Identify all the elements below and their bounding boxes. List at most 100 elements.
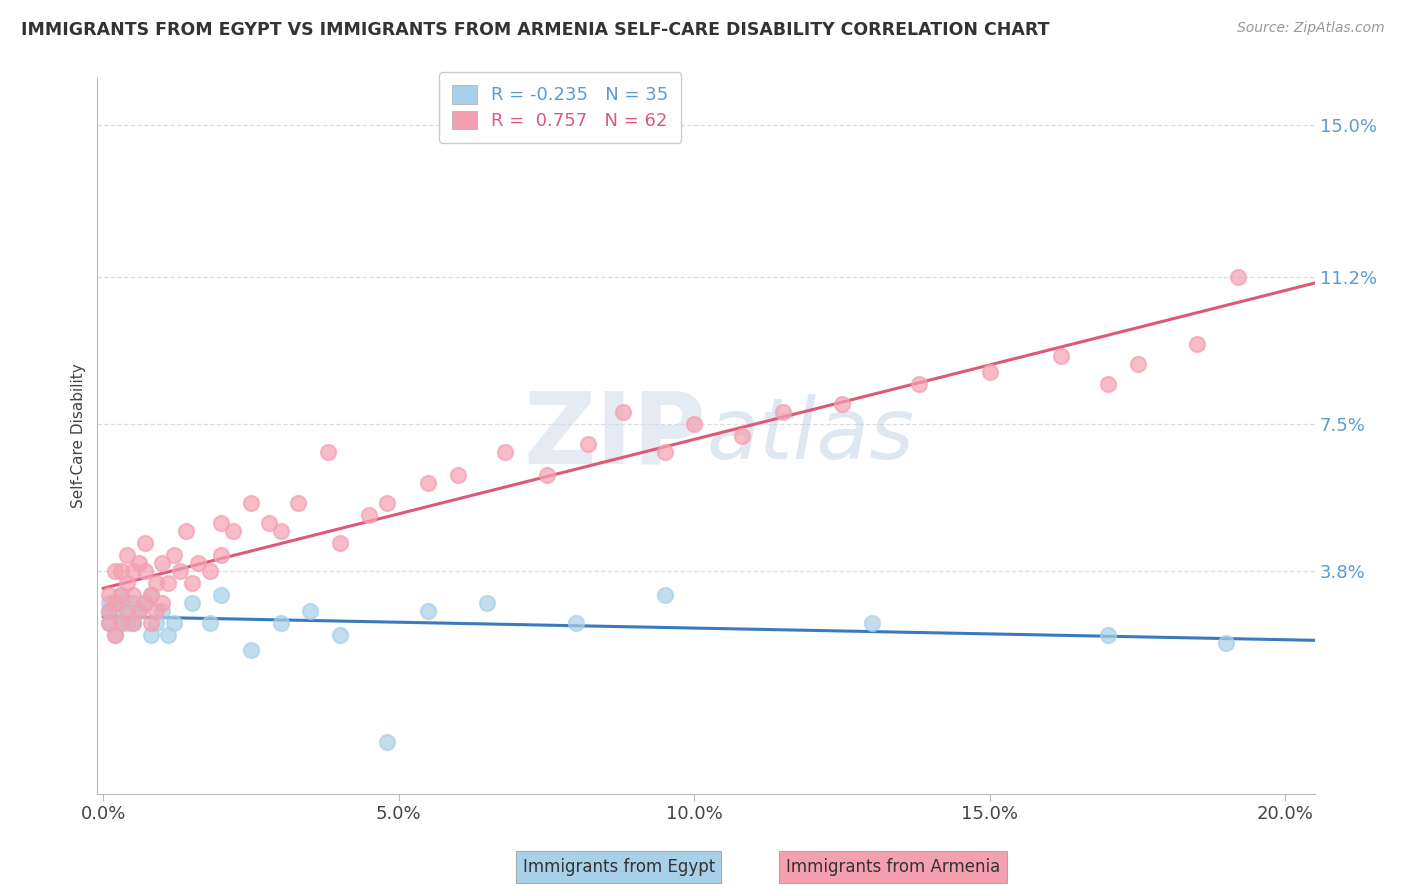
Point <box>1126 357 1149 371</box>
Point <box>494 444 516 458</box>
Text: Source: ZipAtlas.com: Source: ZipAtlas.com <box>1237 21 1385 36</box>
Point <box>98 588 121 602</box>
Point <box>110 588 132 602</box>
Point <box>240 496 263 510</box>
Legend: R = -0.235   N = 35, R =  0.757   N = 62: R = -0.235 N = 35, R = 0.757 N = 62 <box>439 72 681 143</box>
Point <box>477 596 499 610</box>
Point <box>121 564 143 578</box>
Point <box>240 643 263 657</box>
Point <box>169 564 191 578</box>
Point <box>134 536 156 550</box>
Point <box>145 604 167 618</box>
Point <box>979 365 1001 379</box>
Point <box>730 428 752 442</box>
Point <box>157 575 180 590</box>
Point <box>198 615 221 630</box>
Point <box>1097 627 1119 641</box>
Point <box>299 604 322 618</box>
Point <box>211 516 233 531</box>
Point <box>121 615 143 630</box>
Point <box>831 397 853 411</box>
Point <box>257 516 280 531</box>
Point <box>329 627 352 641</box>
Point <box>134 596 156 610</box>
Point <box>98 604 121 618</box>
Point <box>139 627 162 641</box>
Point <box>98 604 121 618</box>
Point <box>121 588 143 602</box>
Point <box>187 556 209 570</box>
Point <box>1185 337 1208 351</box>
Point <box>104 604 127 618</box>
Point <box>287 496 309 510</box>
Point <box>316 444 339 458</box>
Point <box>128 604 150 618</box>
Point <box>181 596 204 610</box>
Point <box>375 735 398 749</box>
Point <box>134 596 156 610</box>
Point <box>447 468 470 483</box>
Point <box>145 575 167 590</box>
Point <box>359 508 381 523</box>
Point <box>110 615 132 630</box>
Text: Immigrants from Egypt: Immigrants from Egypt <box>523 858 714 876</box>
Point <box>683 417 706 431</box>
Point <box>860 615 883 630</box>
Point <box>115 604 138 618</box>
Point <box>121 615 143 630</box>
Point <box>329 536 352 550</box>
Point <box>150 556 173 570</box>
Point <box>134 564 156 578</box>
Point <box>128 604 150 618</box>
Point <box>270 615 292 630</box>
Point <box>222 524 245 538</box>
Point <box>139 588 162 602</box>
Point <box>174 524 197 538</box>
Point <box>98 596 121 610</box>
Point <box>418 476 440 491</box>
Point <box>104 596 127 610</box>
Point <box>115 604 138 618</box>
Point <box>110 615 132 630</box>
Point <box>104 627 127 641</box>
Point <box>98 615 121 630</box>
Point <box>150 604 173 618</box>
Point <box>115 548 138 562</box>
Point <box>104 627 127 641</box>
Point <box>418 604 440 618</box>
Point <box>128 556 150 570</box>
Point <box>163 548 186 562</box>
Text: IMMIGRANTS FROM EGYPT VS IMMIGRANTS FROM ARMENIA SELF-CARE DISABILITY CORRELATIO: IMMIGRANTS FROM EGYPT VS IMMIGRANTS FROM… <box>21 21 1050 39</box>
Point <box>612 405 634 419</box>
Point <box>104 564 127 578</box>
Point <box>115 575 138 590</box>
Point <box>576 436 599 450</box>
Point <box>157 627 180 641</box>
Point <box>654 588 676 602</box>
Point <box>163 615 186 630</box>
Point <box>110 564 132 578</box>
Point <box>1215 635 1237 649</box>
Point <box>110 596 132 610</box>
Point <box>139 588 162 602</box>
Point <box>565 615 588 630</box>
Point <box>139 615 162 630</box>
Point <box>121 596 143 610</box>
Point <box>211 588 233 602</box>
Point <box>375 496 398 510</box>
Point <box>198 564 221 578</box>
Point <box>908 376 931 391</box>
Y-axis label: Self-Care Disability: Self-Care Disability <box>72 363 86 508</box>
Point <box>145 615 167 630</box>
Text: Immigrants from Armenia: Immigrants from Armenia <box>786 858 1000 876</box>
Point <box>270 524 292 538</box>
Point <box>1097 376 1119 391</box>
Point <box>772 405 794 419</box>
Point <box>1049 349 1071 363</box>
Point <box>110 588 132 602</box>
Text: atlas: atlas <box>706 394 914 477</box>
Text: ZIP: ZIP <box>523 387 706 484</box>
Point <box>654 444 676 458</box>
Point <box>115 615 138 630</box>
Point <box>536 468 558 483</box>
